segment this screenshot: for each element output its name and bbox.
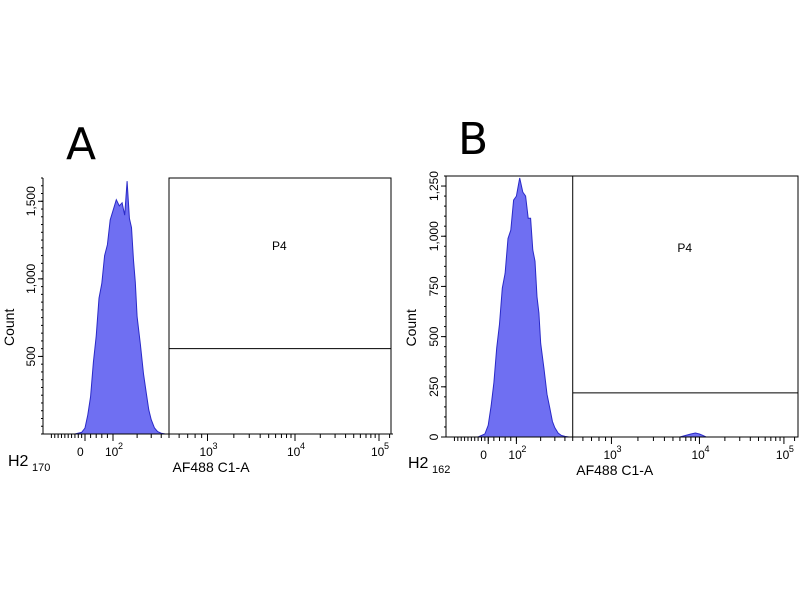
x-tick-exponent-b-3: 4	[704, 444, 709, 454]
x-tick-exponent-b-2: 3	[616, 444, 621, 454]
x-axis-title-a: AF488 C1-A	[173, 459, 251, 475]
x-tick-label-a-1: 10	[105, 445, 119, 459]
x-tick-label-b-4: 10	[776, 448, 790, 462]
x-tick-exponent-a-1: 2	[118, 441, 123, 451]
y-tick-label-b-0: 0	[427, 433, 441, 440]
x-tick-label-b-2: 10	[603, 448, 617, 462]
x-tick-exponent-b-1: 2	[521, 444, 526, 454]
x-tick-exponent-a-3: 4	[300, 441, 305, 451]
x-tick-label-b-0: 0	[480, 448, 487, 462]
y-axis-title-a: Count	[1, 309, 17, 346]
x-tick-exponent-a-4: 5	[384, 441, 389, 451]
x-axis-title-b: AF488 C1-A	[576, 462, 654, 478]
x-tick-label-b-3: 10	[691, 448, 705, 462]
sample-id-prefix-b: H2	[408, 455, 429, 472]
gate-p4-label-b: P4	[677, 241, 692, 255]
x-tick-label-a-2: 10	[200, 445, 214, 459]
gate-p4-label-a: P4	[272, 239, 287, 253]
sample-id-subscript-b: 162	[432, 464, 450, 476]
sample-id-prefix-a: H2	[8, 453, 29, 470]
x-tick-label-a-4: 10	[371, 445, 385, 459]
y-tick-label-a-0: 500	[24, 346, 38, 366]
y-tick-label-b-1: 250	[427, 376, 441, 396]
y-tick-label-a-1: 1,000	[24, 264, 38, 294]
y-tick-label-b-2: 500	[427, 326, 441, 346]
y-tick-label-b-3: 750	[427, 276, 441, 296]
y-axis-title-b: Count	[403, 309, 419, 346]
gate-p4-rect-b	[572, 175, 799, 438]
panel-letter-b: B	[458, 114, 488, 165]
histogram-area-a	[74, 181, 166, 435]
histogram-area-b	[477, 177, 570, 438]
gate-p4-rect-a	[168, 177, 392, 435]
x-tick-label-a-0: 0	[77, 445, 84, 459]
y-tick-label-b-5: 1,250	[427, 171, 441, 201]
y-tick-label-b-4: 1,000	[427, 221, 441, 251]
panel-letter-a: A	[66, 119, 96, 170]
minor-peak-area-b	[679, 432, 707, 438]
x-tick-label-a-3: 10	[287, 445, 301, 459]
y-tick-label-a-2: 1,500	[24, 186, 38, 216]
sample-id-subscript-a: 170	[32, 462, 50, 474]
x-tick-exponent-a-2: 3	[213, 441, 218, 451]
x-tick-exponent-b-4: 5	[789, 444, 794, 454]
x-tick-label-b-1: 10	[508, 448, 522, 462]
